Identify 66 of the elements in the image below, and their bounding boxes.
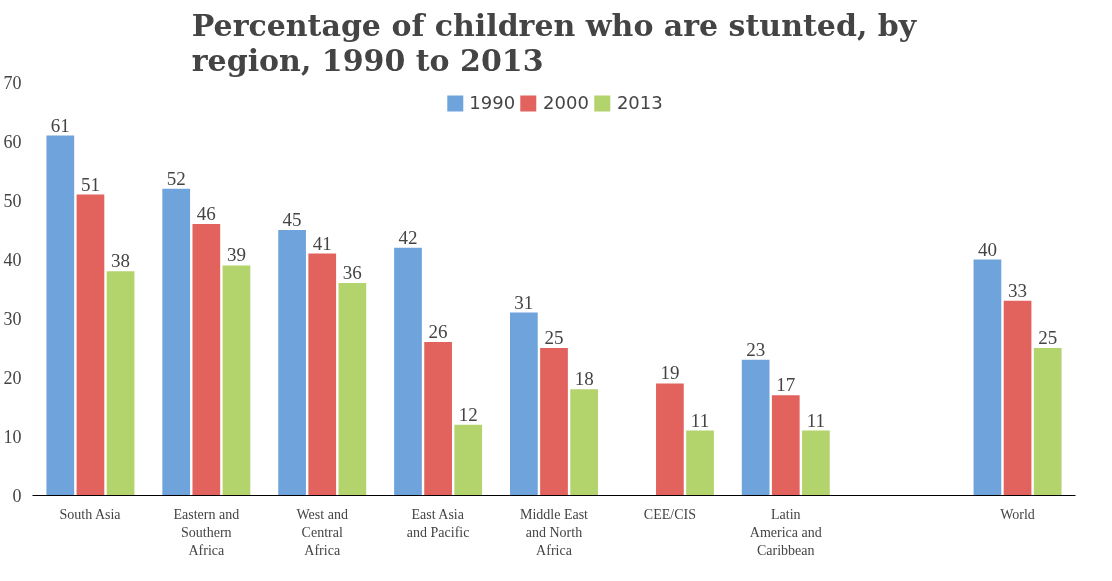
bar bbox=[540, 348, 568, 496]
data-label: 18 bbox=[574, 368, 594, 390]
x-tick-label: West and Central Africa bbox=[296, 506, 348, 558]
bar bbox=[570, 389, 598, 496]
data-label: 42 bbox=[398, 226, 418, 248]
y-tick-label: 50 bbox=[3, 191, 22, 211]
x-tick-label: South Asia bbox=[59, 506, 122, 522]
legend-label: 2000 bbox=[543, 92, 589, 113]
bar bbox=[46, 135, 75, 496]
legend-label: 1990 bbox=[469, 92, 516, 113]
bar bbox=[162, 188, 191, 496]
bar bbox=[192, 224, 221, 496]
data-label: 25 bbox=[1038, 327, 1058, 348]
bar bbox=[1033, 348, 1062, 496]
y-tick-label: 60 bbox=[3, 132, 22, 152]
bar bbox=[454, 424, 483, 496]
bar bbox=[424, 342, 452, 496]
data-label: 40 bbox=[977, 238, 997, 260]
bar bbox=[510, 312, 538, 496]
x-tick-label: Middle East and North Africa bbox=[519, 506, 589, 558]
x-tick-label: Latin America and Caribbean bbox=[749, 506, 822, 558]
bar bbox=[1003, 300, 1032, 496]
bar bbox=[741, 359, 770, 496]
data-label: 39 bbox=[226, 244, 246, 266]
legend-label: 2013 bbox=[616, 92, 663, 113]
x-tick-label: CEE/CIS bbox=[643, 506, 696, 522]
y-tick-label: 40 bbox=[3, 250, 22, 270]
bar bbox=[973, 259, 1002, 496]
data-label: 61 bbox=[50, 114, 70, 136]
data-label: 51 bbox=[80, 173, 100, 195]
y-tick-label: 10 bbox=[3, 427, 22, 447]
data-label: 41 bbox=[312, 232, 332, 254]
y-tick-label: 20 bbox=[3, 368, 22, 388]
bar bbox=[656, 383, 684, 496]
data-label: 17 bbox=[776, 374, 796, 396]
bar bbox=[76, 194, 105, 496]
bar bbox=[106, 271, 135, 496]
x-tick-label: World bbox=[1000, 506, 1035, 522]
chart-title: Percentage of children who are stunted, by region, 1990 to 2013 bbox=[191, 7, 918, 78]
data-label: 31 bbox=[514, 291, 534, 313]
data-label: 33 bbox=[1008, 279, 1028, 301]
x-tick-label: Eastern and Southern Africa bbox=[173, 506, 240, 558]
bar bbox=[771, 395, 800, 496]
data-label: 12 bbox=[458, 403, 478, 425]
data-label: 19 bbox=[660, 362, 680, 384]
data-label: 36 bbox=[342, 262, 362, 284]
bar bbox=[394, 247, 422, 496]
y-tick-label: 0 bbox=[12, 486, 22, 506]
bar bbox=[802, 430, 830, 496]
y-tick-label: 30 bbox=[3, 309, 22, 329]
data-label: 45 bbox=[282, 209, 302, 230]
data-label: 11 bbox=[690, 409, 710, 431]
bar bbox=[338, 283, 367, 496]
bar bbox=[686, 430, 714, 496]
data-label: 26 bbox=[428, 321, 448, 343]
bar bbox=[222, 265, 251, 496]
data-label: 11 bbox=[806, 409, 826, 431]
bar bbox=[278, 230, 306, 496]
data-label: 25 bbox=[544, 327, 564, 348]
y-tick-label: 70 bbox=[3, 73, 22, 93]
data-label: 23 bbox=[746, 338, 766, 360]
data-label: 52 bbox=[166, 167, 186, 189]
x-tick-label: East Asia and Pacific bbox=[406, 506, 470, 540]
bar bbox=[308, 253, 337, 496]
data-label: 38 bbox=[111, 250, 131, 272]
data-label: 46 bbox=[196, 203, 216, 225]
